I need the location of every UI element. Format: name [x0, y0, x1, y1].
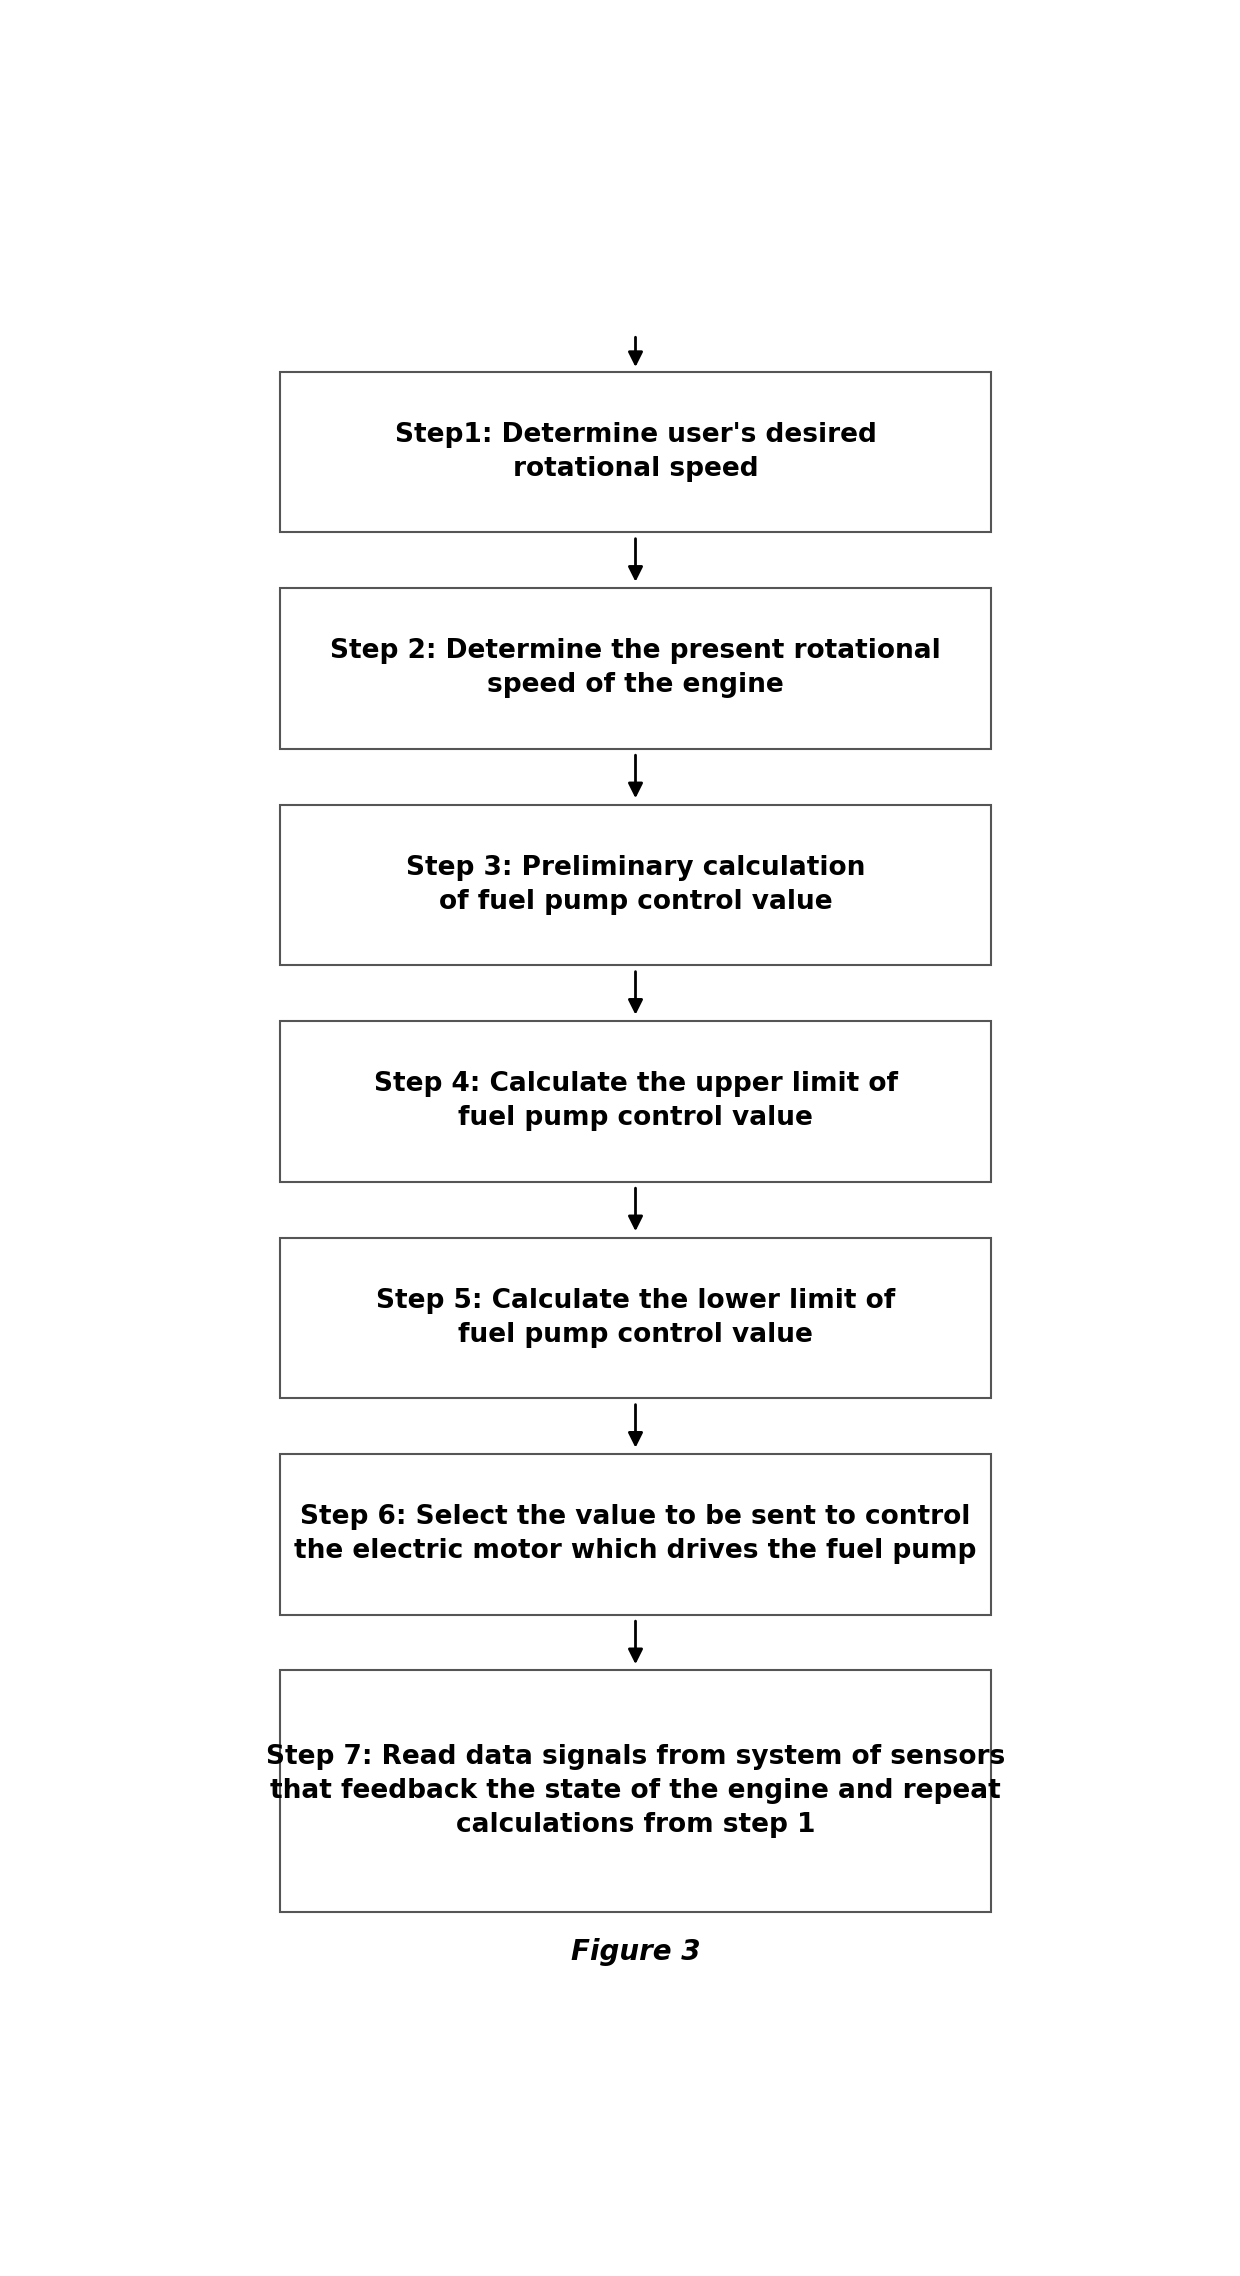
Text: Step1: Determine user's desired
rotational speed: Step1: Determine user's desired rotation… — [394, 421, 877, 483]
Bar — [280, 371, 991, 533]
Bar — [280, 1454, 991, 1616]
Bar — [280, 1671, 991, 1912]
Text: Step 2: Determine the present rotational
speed of the engine: Step 2: Determine the present rotational… — [330, 640, 941, 699]
Text: Step 6: Select the value to be sent to control
the electric motor which drives t: Step 6: Select the value to be sent to c… — [294, 1504, 977, 1564]
Bar — [280, 587, 991, 749]
Text: Step 3: Preliminary calculation
of fuel pump control value: Step 3: Preliminary calculation of fuel … — [405, 856, 866, 915]
Text: Figure 3: Figure 3 — [570, 1937, 701, 1966]
Text: Step 5: Calculate the lower limit of
fuel pump control value: Step 5: Calculate the lower limit of fue… — [376, 1288, 895, 1347]
Bar — [280, 803, 991, 965]
Bar — [280, 1022, 991, 1181]
Text: Step 4: Calculate the upper limit of
fuel pump control value: Step 4: Calculate the upper limit of fue… — [373, 1072, 898, 1131]
Text: Step 7: Read data signals from system of sensors
that feedback the state of the : Step 7: Read data signals from system of… — [265, 1743, 1006, 1839]
Bar — [280, 1238, 991, 1397]
